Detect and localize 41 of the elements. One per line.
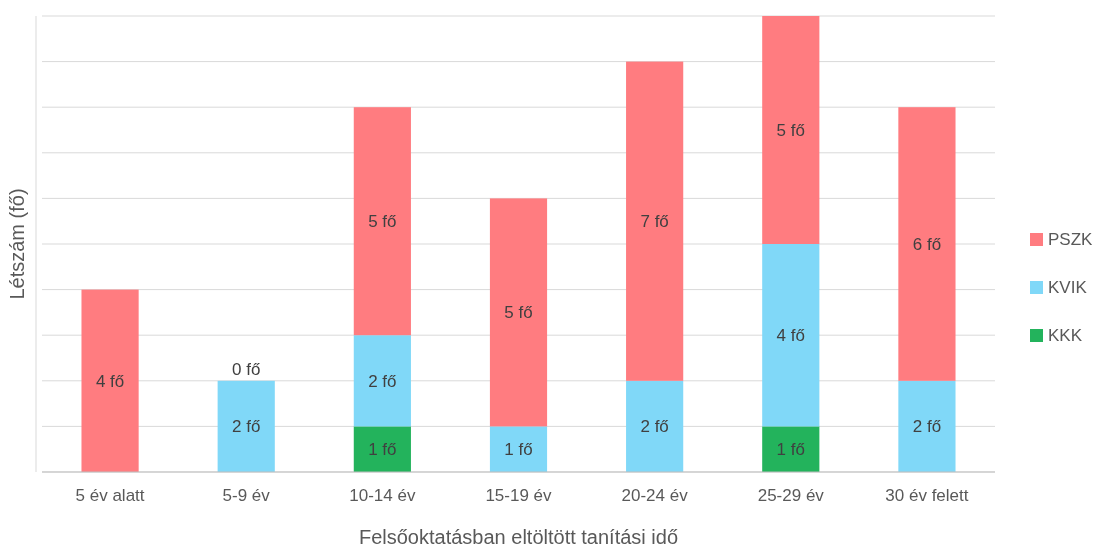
data-label: 0 fő xyxy=(232,359,261,379)
bar xyxy=(626,380,684,472)
bar xyxy=(353,107,411,336)
data-label: 5 fő xyxy=(504,303,533,323)
data-label: 1 fő xyxy=(504,440,533,460)
data-label: 1 fő xyxy=(776,440,805,460)
bar xyxy=(762,244,820,427)
bar xyxy=(626,61,684,381)
data-label: 1 fő xyxy=(368,440,397,460)
x-tick-label: 30 év felett xyxy=(885,486,969,505)
legend-label: KVIK xyxy=(1048,278,1088,297)
bar xyxy=(489,426,548,472)
y-axis-title: Létszám (fő) xyxy=(6,188,28,300)
x-tick-label: 15-19 év xyxy=(485,486,553,505)
data-label: 5 fő xyxy=(776,121,805,140)
x-tick-label: 25-29 év xyxy=(757,486,825,505)
data-label: 2 fő xyxy=(640,417,669,437)
bar xyxy=(898,107,956,381)
bar xyxy=(898,380,956,472)
bar xyxy=(81,289,139,472)
bar xyxy=(217,380,275,472)
x-tick-label: 5 év alatt xyxy=(75,486,145,505)
data-label: 6 fő xyxy=(912,235,942,254)
legend-label: PSZK xyxy=(1048,230,1094,249)
data-label: 4 fő xyxy=(776,326,805,346)
x-tick-label: 10-14 év xyxy=(349,486,416,505)
data-label: 5 fő xyxy=(368,212,397,232)
x-tick-label: 20-24 év xyxy=(621,486,689,505)
data-label: 2 fő xyxy=(232,417,261,437)
data-label: 2 fő xyxy=(912,417,942,437)
data-label: 7 fő xyxy=(640,212,669,232)
bar xyxy=(762,426,820,472)
bar xyxy=(762,16,820,244)
bar xyxy=(353,426,411,472)
x-axis-title: Felsőoktatásban eltöltött tanítási idő xyxy=(358,526,679,548)
bar xyxy=(489,198,548,427)
x-tick-label: 5-9 év xyxy=(222,486,271,505)
data-label: 4 fő xyxy=(95,371,125,391)
data-label: 2 fő xyxy=(368,371,397,391)
legend-label: KKK xyxy=(1048,326,1083,345)
bar xyxy=(353,335,411,427)
